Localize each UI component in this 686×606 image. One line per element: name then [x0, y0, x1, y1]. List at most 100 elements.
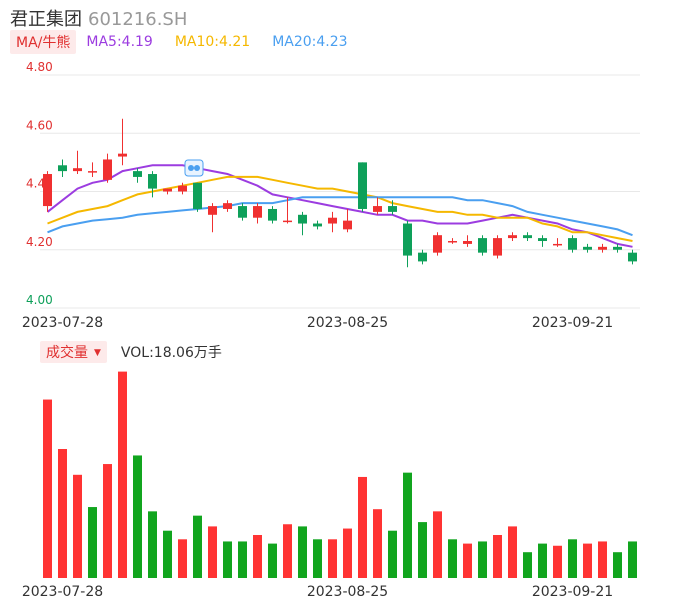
caret-down-icon[interactable]: ▼ [94, 348, 101, 358]
candle [178, 182, 187, 195]
ai-badge-icon[interactable] [184, 159, 204, 177]
ma-indicator-tab[interactable]: MA/牛熊 [10, 30, 77, 54]
candle [343, 208, 352, 233]
volume-bar [433, 511, 442, 578]
candle-body [103, 159, 112, 180]
volume-bar [478, 541, 487, 578]
price-grid [40, 74, 640, 309]
candle-body [568, 238, 577, 250]
candle [118, 118, 127, 166]
candles [43, 118, 637, 268]
volume-bar [568, 539, 577, 578]
candle-body [553, 243, 562, 246]
candle-body [73, 168, 82, 172]
ma-line-ma5 [46, 164, 633, 248]
candle-body [523, 235, 532, 239]
candle-body [538, 238, 547, 242]
volume-bar [268, 543, 277, 578]
candle [358, 162, 367, 212]
volume-bar [178, 539, 187, 578]
volume-bar [358, 476, 367, 578]
candle-body [448, 241, 457, 243]
volume-bar [73, 474, 82, 578]
candle-body [253, 206, 262, 218]
candle-body [328, 217, 337, 224]
volume-bar [448, 539, 457, 578]
volume-bar [463, 543, 472, 578]
volume-bar [298, 526, 307, 578]
candle-body [463, 241, 472, 244]
volume-indicator-tab[interactable]: 成交量 ▼ [40, 341, 107, 363]
candle [448, 238, 457, 244]
volume-bar [553, 545, 562, 578]
volume-legend: 成交量 ▼ VOL:18.06万手 [40, 341, 222, 363]
candle [148, 171, 157, 198]
volume-bar [313, 539, 322, 578]
candle-body [598, 246, 607, 250]
candle-body [493, 238, 502, 256]
volume-bar [238, 541, 247, 578]
volume-bar [403, 472, 412, 578]
ma10-value: MA10:4.21 [174, 34, 251, 50]
ma-lines [46, 164, 633, 248]
candle-body [178, 185, 187, 192]
volume-bar [388, 530, 397, 578]
ma-line-ma20 [47, 196, 633, 237]
x-tick-label: 2023-09-21 [532, 315, 613, 331]
candle-body [298, 214, 307, 224]
candle-body [118, 153, 127, 157]
candle-body [583, 246, 592, 250]
candle [508, 232, 517, 242]
candle [373, 197, 382, 215]
candle [628, 249, 637, 265]
y-tick-label: 4.60 [26, 118, 53, 132]
volume-bar [328, 539, 337, 578]
candle [133, 168, 142, 183]
candle-body [193, 182, 202, 209]
candle [313, 220, 322, 230]
candle [328, 211, 337, 233]
volume-bar [583, 543, 592, 578]
volume-bar [193, 515, 202, 578]
candle [193, 182, 202, 212]
candle [538, 235, 547, 247]
volume-bar [103, 464, 112, 578]
candle [238, 203, 247, 221]
candle [553, 238, 562, 247]
candle-body [163, 188, 172, 192]
candle-body [388, 206, 397, 212]
y-tick-label: 4.00 [26, 293, 53, 307]
volume-bar [538, 543, 547, 578]
candle [223, 200, 232, 212]
candle-body [43, 174, 52, 207]
candle-body [133, 171, 142, 177]
stock-code: 601216.SH [88, 9, 188, 30]
candle [478, 235, 487, 256]
candle [523, 232, 532, 242]
volume-bar [208, 526, 217, 578]
volume-bar [43, 399, 52, 578]
candle [163, 188, 172, 195]
candle [73, 150, 82, 175]
candle-body [223, 203, 232, 209]
candle-body [508, 235, 517, 239]
candle [403, 220, 412, 268]
stock-name: 君正集团 [10, 9, 82, 30]
volume-bar [508, 526, 517, 578]
candle [493, 235, 502, 259]
volume-bar [163, 530, 172, 578]
candle [598, 243, 607, 253]
x-tick-label: 2023-07-28 [22, 315, 103, 331]
volume-bar [283, 524, 292, 578]
candle-body [628, 252, 637, 262]
candle-body [613, 246, 622, 250]
candle-body [403, 223, 412, 256]
candle [568, 235, 577, 253]
candle-body [313, 223, 322, 227]
volume-value: VOL:18.06万手 [120, 345, 222, 361]
volume-bar [223, 541, 232, 578]
volume-bars [43, 371, 637, 578]
candle [433, 232, 442, 256]
candle-body [268, 208, 277, 221]
